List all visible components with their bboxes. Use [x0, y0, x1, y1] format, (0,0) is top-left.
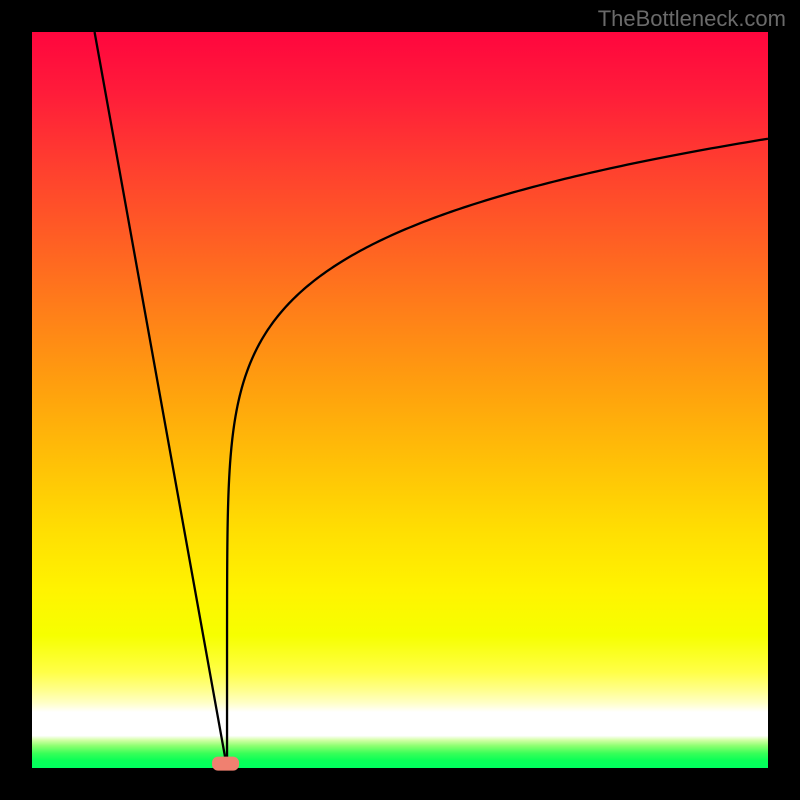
- optimal-point-marker: [212, 757, 239, 771]
- chart-stage: TheBottleneck.com: [0, 0, 800, 800]
- chart-background-gradient: [32, 32, 768, 768]
- chart-svg: [0, 0, 800, 800]
- watermark-text: TheBottleneck.com: [598, 6, 786, 32]
